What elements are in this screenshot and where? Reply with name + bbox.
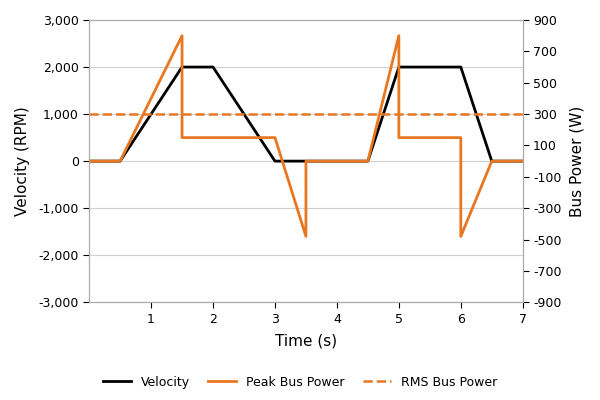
Peak Bus Power [457, 135, 464, 140]
Peak Bus Power [488, 159, 496, 164]
Peak Bus Power [116, 159, 124, 164]
Velocity [178, 65, 185, 70]
Peak Bus Power [241, 135, 248, 140]
RMS Bus Power [148, 112, 155, 116]
Y-axis label: Velocity (RPM): Velocity (RPM) [15, 106, 30, 216]
Peak Bus Power [488, 159, 496, 164]
Peak Bus Power [86, 159, 93, 164]
Peak Bus Power [395, 33, 403, 38]
Velocity [302, 159, 310, 164]
Line: Velocity: Velocity [89, 67, 523, 161]
Peak Bus Power [334, 159, 341, 164]
Y-axis label: Bus Power (W): Bus Power (W) [570, 106, 585, 217]
Velocity [395, 65, 403, 70]
Peak Bus Power [457, 234, 464, 239]
Peak Bus Power [271, 135, 278, 140]
Velocity [271, 159, 278, 164]
Peak Bus Power [241, 135, 248, 140]
Velocity [457, 65, 464, 70]
Peak Bus Power [178, 33, 185, 38]
RMS Bus Power [86, 112, 93, 116]
Peak Bus Power [364, 159, 371, 164]
Velocity [334, 159, 341, 164]
Velocity [86, 159, 93, 164]
Peak Bus Power [302, 234, 310, 239]
Velocity [209, 65, 217, 70]
X-axis label: Time (s): Time (s) [275, 334, 337, 349]
Velocity [519, 159, 526, 164]
Peak Bus Power [395, 135, 403, 140]
Velocity [116, 159, 124, 164]
Legend: Velocity, Peak Bus Power, RMS Bus Power: Velocity, Peak Bus Power, RMS Bus Power [98, 371, 502, 394]
Line: Peak Bus Power: Peak Bus Power [89, 36, 523, 236]
Peak Bus Power [178, 135, 185, 140]
Velocity [364, 159, 371, 164]
Peak Bus Power [519, 159, 526, 164]
Velocity [116, 159, 124, 164]
Velocity [488, 159, 496, 164]
Peak Bus Power [302, 159, 310, 164]
Velocity [302, 159, 310, 164]
